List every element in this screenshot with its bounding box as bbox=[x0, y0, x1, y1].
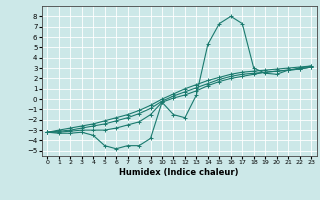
X-axis label: Humidex (Indice chaleur): Humidex (Indice chaleur) bbox=[119, 168, 239, 177]
